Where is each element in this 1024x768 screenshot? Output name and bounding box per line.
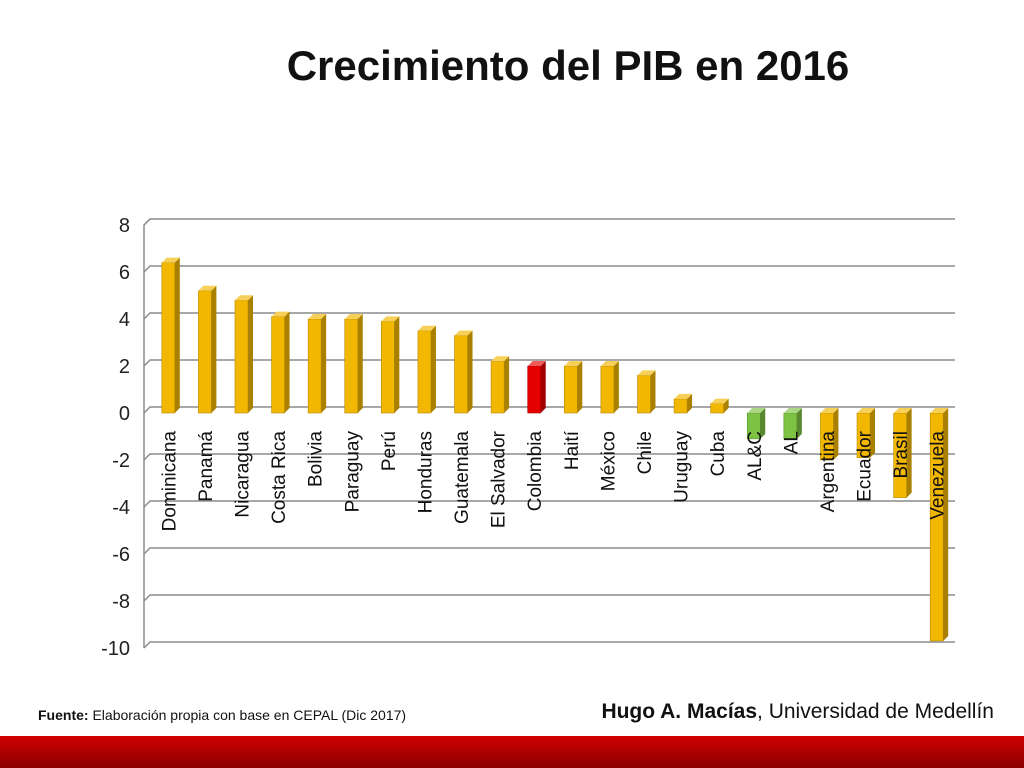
author-name: Hugo A. Macías: [601, 700, 758, 723]
category-label: Dominicana: [159, 431, 180, 532]
bar: [417, 325, 436, 414]
category-label: Guatemala: [452, 431, 473, 524]
gridline: [143, 500, 955, 508]
footer-band: [0, 736, 1024, 768]
bar: [344, 314, 363, 414]
category-label: AL: [781, 431, 802, 454]
y-tick-label: -8: [112, 591, 130, 613]
category-label: Colombia: [525, 431, 546, 512]
y-tick-label: -4: [112, 497, 130, 519]
category-label: México: [598, 431, 619, 491]
bar: [783, 408, 802, 440]
y-tick-label: 2: [119, 356, 130, 378]
category-label: Brasil: [891, 431, 912, 479]
gridline: [143, 547, 955, 555]
bar: [856, 408, 876, 458]
gridline: [143, 265, 955, 273]
y-tick-label: -2: [112, 450, 130, 472]
category-label: Uruguay: [672, 431, 693, 503]
category-label: Costa Rica: [269, 431, 290, 524]
bar: [563, 361, 583, 414]
category-label: Haití: [562, 430, 583, 470]
bars: [161, 257, 949, 642]
bar: [600, 361, 619, 414]
gridline: [143, 359, 955, 367]
bar: [198, 285, 217, 414]
category-label: El Salvador: [489, 430, 510, 528]
chart-title: Crecimiento del PIB en 2016: [286, 42, 850, 89]
axis-wall: [143, 218, 151, 648]
bar: [234, 295, 253, 414]
gridline: [143, 594, 955, 602]
bar: [746, 408, 766, 440]
source-text: Elaboración propia con base en CEPAL (Di…: [92, 707, 407, 723]
bar: [637, 370, 656, 414]
gridlines: [143, 218, 955, 649]
category-label: Cuba: [708, 431, 729, 477]
bar: [490, 356, 510, 414]
bar: [893, 408, 912, 498]
category-label: Honduras: [415, 431, 436, 513]
source-note: Fuente: Elaboración propia con base en C…: [38, 707, 406, 723]
bar: [820, 408, 839, 461]
y-tick-label: 6: [119, 262, 130, 284]
category-label: Bolivia: [306, 431, 327, 487]
category-label: Ecuador: [855, 430, 876, 501]
category-label: Nicaragua: [232, 431, 253, 518]
bar: [673, 393, 693, 414]
source-label: Fuente:: [38, 707, 89, 723]
gridline: [143, 218, 955, 226]
bar: [527, 361, 546, 414]
y-tick-label: -10: [101, 638, 130, 660]
gridline: [143, 312, 955, 320]
author-credit: Hugo A. Macías, Universidad de Medellín: [601, 700, 994, 724]
bar: [710, 398, 729, 414]
y-tick-label: 4: [119, 309, 130, 331]
y-axis-tick-labels: 8 6 4 2 0 -2 -4 -6 -8 -10: [101, 215, 130, 660]
category-label: Chile: [635, 431, 656, 474]
category-label: Paraguay: [342, 431, 363, 513]
gridline: [143, 453, 955, 461]
author-affiliation: , Universidad de Medellín: [757, 700, 994, 723]
category-label: Argentina: [818, 431, 839, 513]
category-label: Panamá: [196, 431, 217, 502]
bar: [454, 330, 473, 414]
category-label: Perú: [379, 431, 400, 471]
category-labels: Dominicana Panamá Nicaragua Costa Rica Boliv…: [159, 430, 948, 531]
bar: [271, 311, 290, 414]
bar: [381, 316, 400, 414]
bar: [161, 257, 180, 414]
bar: [929, 408, 949, 642]
y-tick-label: 0: [119, 403, 130, 425]
category-label: AL&C: [745, 431, 766, 481]
y-tick-label: -6: [112, 544, 130, 566]
gridline: [143, 641, 955, 649]
y-tick-label: 8: [119, 215, 130, 237]
category-label: Venezuela: [928, 431, 949, 520]
bar: [307, 314, 327, 414]
